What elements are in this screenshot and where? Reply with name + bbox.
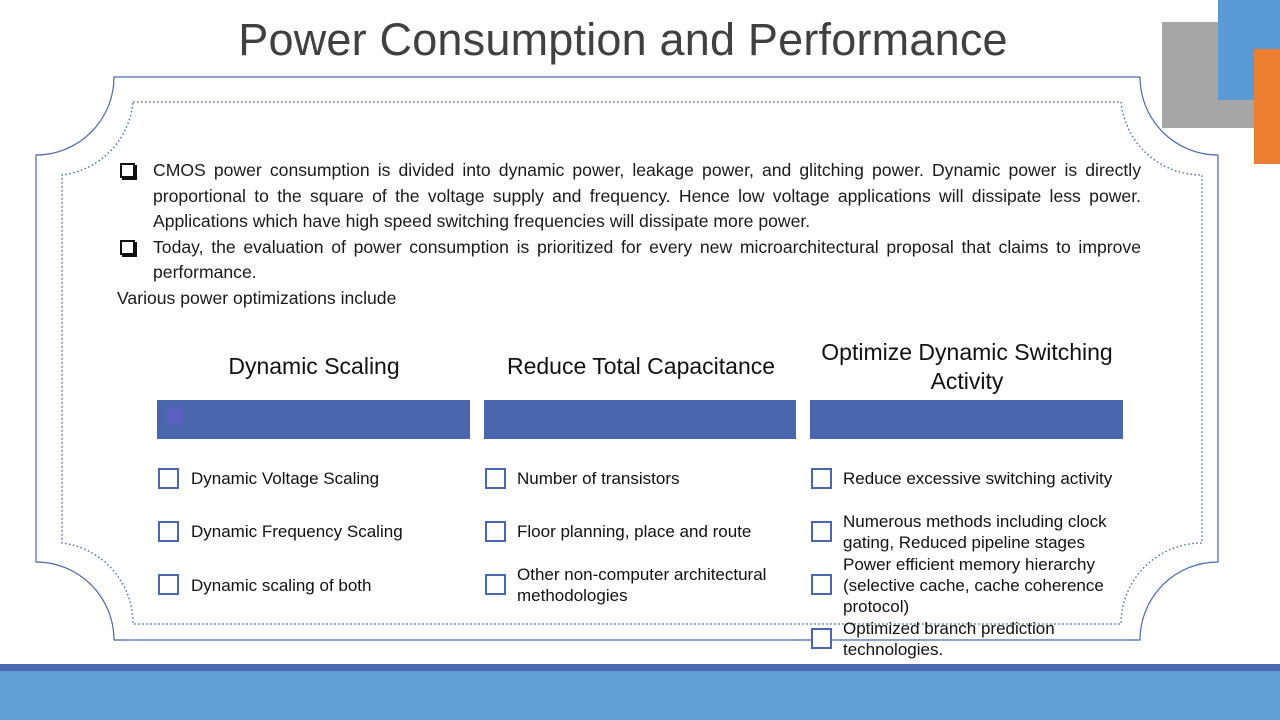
list-item: Other non-computer architectural methodo…: [517, 565, 767, 605]
checkbox-icon: [811, 574, 832, 595]
column-bar-dynamic-scaling: [157, 400, 470, 439]
square-bullet-icon: [120, 239, 135, 255]
column-heading-reduce-capacitance: Reduce Total Capacitance: [506, 353, 776, 379]
list-item: Power efficient memory hierarchy (select…: [843, 555, 1104, 616]
list-item: Numerous methods including clock gating,…: [843, 512, 1107, 552]
checkbox-icon: [485, 521, 506, 542]
square-bullet-icon: [120, 163, 135, 178]
footer-divider: [0, 664, 1280, 671]
checkbox-icon: [811, 521, 832, 542]
list-item: Floor planning, place and route: [517, 522, 752, 541]
list-item: Dynamic scaling of both: [191, 576, 372, 595]
list-item: Reduce excessive switching activity: [843, 469, 1113, 488]
bullet-list: CMOS power consumption is divided into d…: [117, 158, 1141, 311]
bullet-text: CMOS power consumption is divided into d…: [153, 160, 1141, 231]
bullet-text: Today, the evaluation of power consumpti…: [153, 236, 1141, 283]
checkbox-icon: [811, 628, 832, 649]
corner-orange-block: [1254, 49, 1280, 164]
checkbox-icon: [485, 574, 506, 595]
column-bar-switching-activity: [810, 400, 1123, 439]
column-bar-reduce-capacitance: [484, 400, 796, 439]
checkbox-icon: [158, 574, 179, 595]
checkbox-icon: [158, 468, 179, 489]
column-heading-switching-activity: Optimize Dynamic Switching Activity: [821, 339, 1113, 394]
list-item: Optimized branch prediction technologies…: [843, 619, 1055, 659]
intro-text: Various power optimizations include: [117, 287, 397, 308]
slide-title: Power Consumption and Performance: [238, 14, 1008, 65]
selection-marker-icon: [167, 408, 183, 424]
footer-band: [0, 671, 1280, 720]
checkbox-icon: [811, 468, 832, 489]
column-heading-dynamic-scaling: Dynamic Scaling: [228, 353, 400, 379]
bullet-item: Today, the evaluation of power consumpti…: [117, 235, 1141, 286]
bullet-item: CMOS power consumption is divided into d…: [117, 158, 1141, 235]
list-item: Number of transistors: [517, 469, 680, 488]
list-item: Dynamic Frequency Scaling: [191, 522, 403, 541]
list-item: Dynamic Voltage Scaling: [191, 469, 380, 488]
checkbox-icon: [158, 521, 179, 542]
checkbox-icon: [485, 468, 506, 489]
